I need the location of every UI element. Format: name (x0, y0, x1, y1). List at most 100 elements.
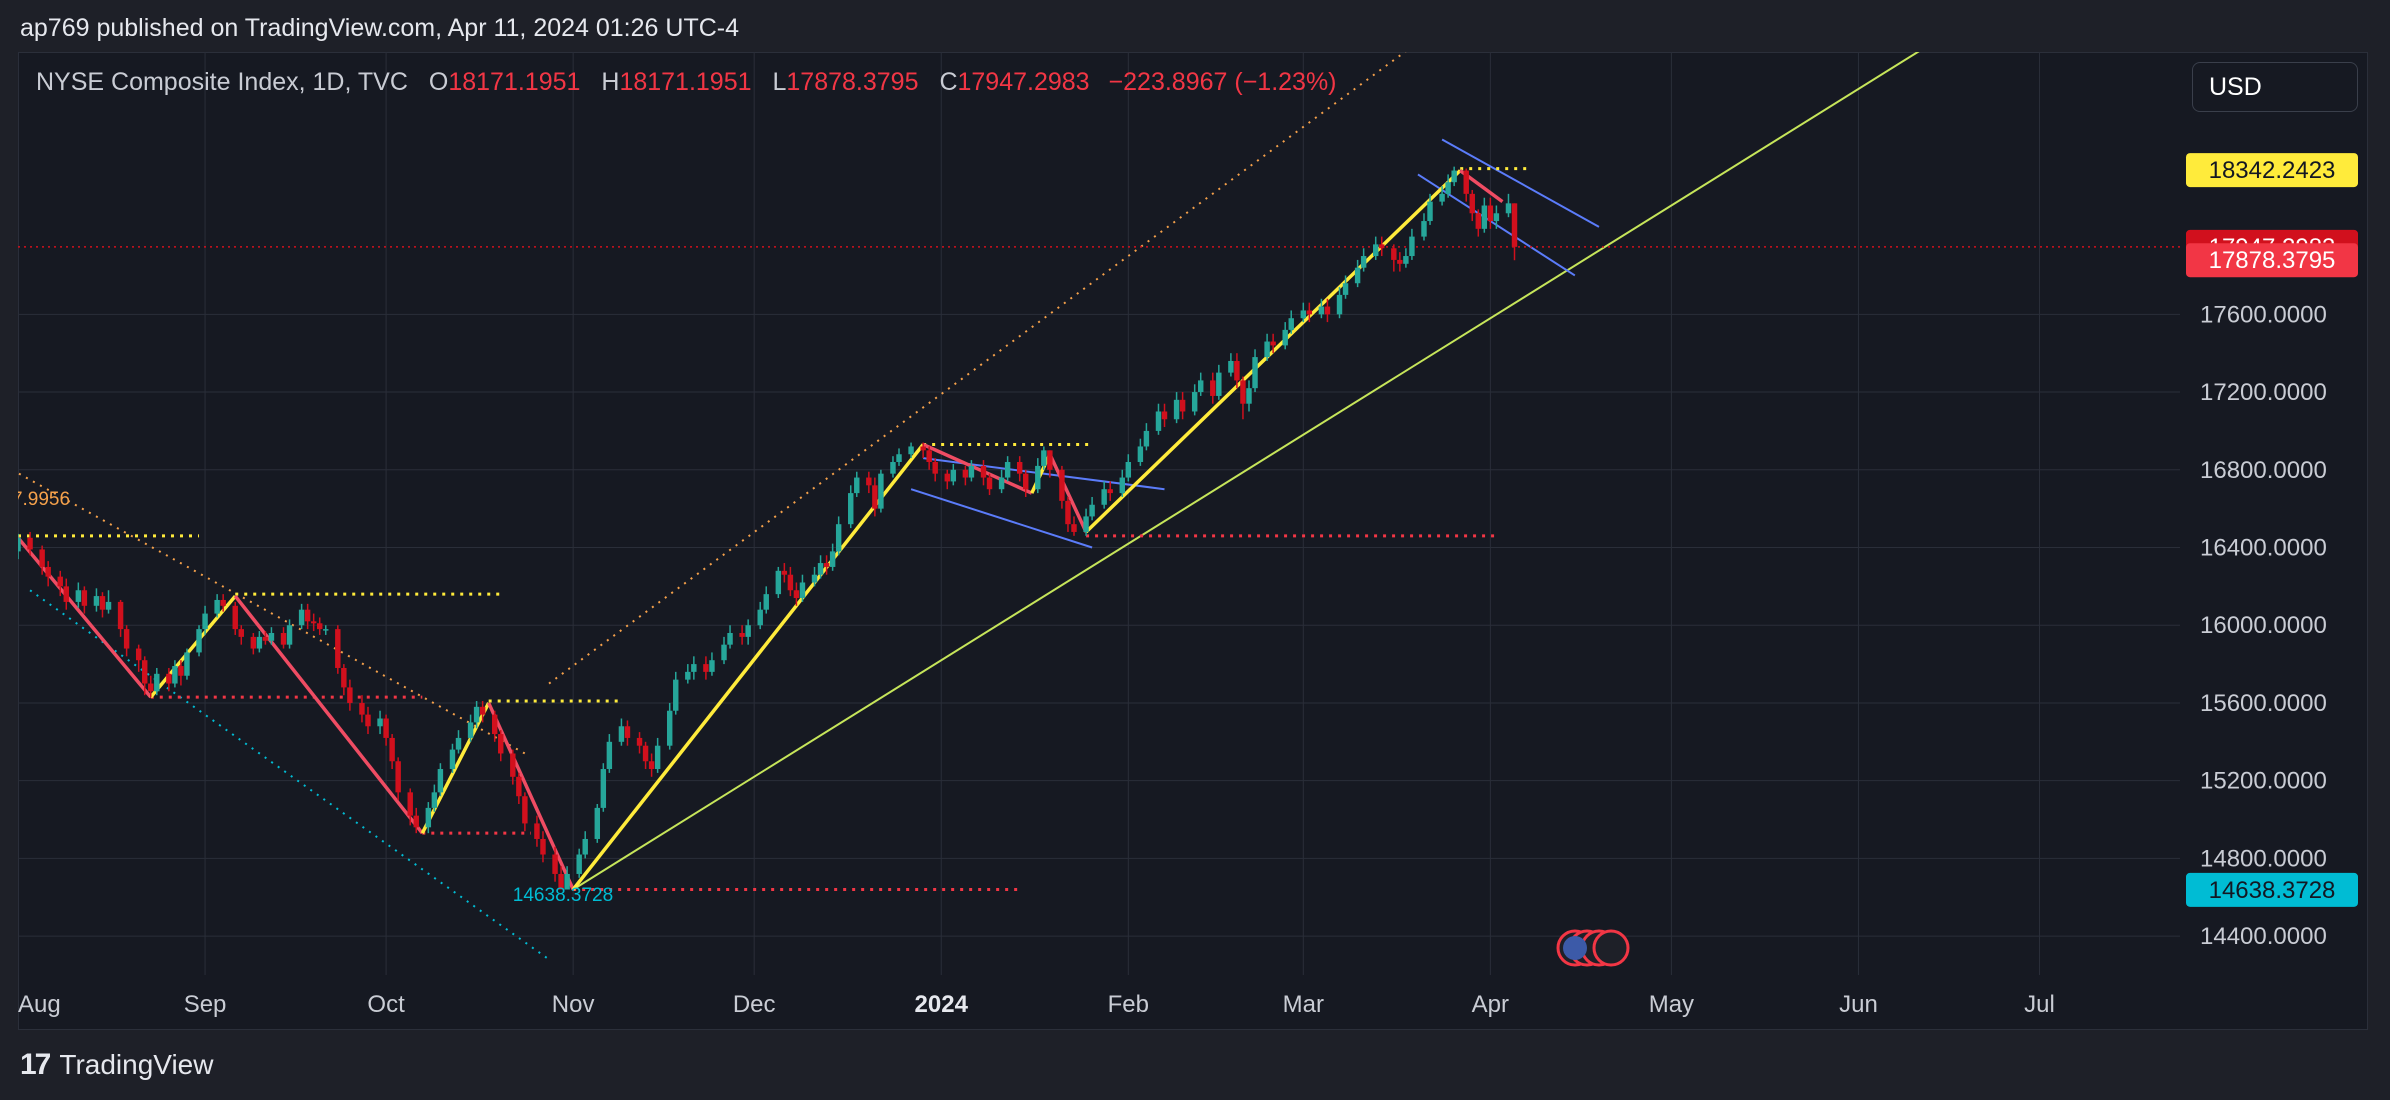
candle-body (455, 737, 462, 750)
candle-body (1475, 213, 1482, 229)
candle-body (63, 586, 69, 602)
candle-body (703, 664, 709, 672)
candle-body (594, 807, 601, 839)
candle-body (582, 838, 588, 855)
candle-body (298, 609, 305, 626)
us-flag-events-icon[interactable] (1556, 929, 1630, 967)
candle-body (510, 753, 516, 777)
footer-brand[interactable]: 17 TradingView (20, 1048, 213, 1082)
candle-body (148, 683, 154, 692)
candle-body (1379, 244, 1385, 249)
low-label: L (772, 68, 787, 96)
candle-body (498, 734, 504, 754)
candle-body (654, 745, 661, 770)
price-badge-label: 14638.3728 (2209, 877, 2336, 904)
candle-body (1089, 504, 1095, 517)
candle-body (920, 446, 926, 451)
candle-body (1421, 221, 1427, 237)
candle-body (123, 629, 130, 649)
candle-body (673, 679, 679, 711)
candle-body (310, 621, 317, 624)
candle-body (93, 596, 100, 606)
y-tick-label: 17600.0000 (2200, 301, 2327, 328)
candle-body (425, 807, 432, 828)
candle-body (866, 477, 872, 486)
candle-body (214, 599, 220, 614)
change-value: −223.8967 (−1.23%) (1108, 68, 1337, 96)
candle-body (268, 633, 275, 641)
header-published: ap769 published on TradingView.com, Apr … (20, 14, 739, 42)
zigzag-segment (149, 594, 237, 699)
candle-body (407, 792, 413, 816)
candle-body (522, 796, 528, 824)
ohlc-legend: NYSE Composite Index, 1D, TVC O18171.195… (36, 68, 1337, 97)
candle-body (1125, 462, 1132, 478)
chart-annotation: 14638.3728 (513, 885, 613, 906)
candle-body (968, 465, 975, 478)
candle-body (926, 450, 932, 463)
candle-body (835, 524, 842, 552)
candle-body (618, 726, 625, 742)
candle-body (1451, 170, 1457, 183)
candle-body (739, 633, 745, 637)
candle-body (666, 710, 673, 746)
open-label: O (428, 68, 449, 96)
candle-body (950, 469, 957, 482)
candle-body (1161, 411, 1168, 420)
candle-body (431, 792, 438, 808)
candle-body (280, 633, 287, 645)
candle-body (564, 873, 570, 890)
candle-body (1216, 372, 1222, 396)
candle-body (304, 609, 311, 622)
candle-body (335, 629, 341, 668)
price-badge (2186, 872, 2358, 907)
candle-body (576, 854, 582, 874)
tradingview-logo-icon: 17 (20, 1048, 51, 1081)
candle-body (1463, 170, 1469, 194)
x-tick-label: Nov (552, 991, 595, 1018)
candle-body (1264, 341, 1270, 358)
trendline-orange-dotted (548, 52, 1407, 685)
candle-body (250, 636, 257, 649)
chart-panel[interactable] (18, 52, 2368, 1030)
zigzag-segment (1030, 453, 1052, 494)
candle-body (1391, 248, 1397, 260)
candle-body (449, 749, 456, 770)
currency-selector[interactable]: USD (2192, 62, 2358, 112)
candle-body (1155, 411, 1162, 431)
candle-body (1143, 430, 1150, 447)
trendline-orange-dotted (18, 471, 526, 755)
candle-body (757, 609, 763, 626)
candle-body (811, 574, 818, 583)
candle-body (709, 660, 715, 672)
zigzag-segment (420, 702, 491, 834)
x-tick-label: Mar (1283, 991, 1324, 1018)
candle-body (648, 761, 655, 770)
brand-name: TradingView (59, 1049, 214, 1080)
price-chart[interactable]: 7.9956 14638.3728 17600.0000 17200.0000 1680… (0, 0, 2390, 1040)
candle-body (1137, 446, 1144, 463)
candle-body (1065, 500, 1071, 525)
candle-body (980, 465, 987, 478)
candle-body (799, 582, 806, 599)
candle-body (377, 718, 383, 727)
candle-body (727, 633, 733, 645)
candle-body (872, 485, 878, 509)
candle-body (606, 741, 613, 770)
candle-body (848, 493, 854, 525)
candle-body (944, 473, 950, 482)
channel-line-blue (910, 488, 1093, 549)
candle-body (1210, 380, 1216, 396)
candle-body (45, 566, 51, 577)
candle-body (479, 706, 486, 715)
candle-body (998, 477, 1005, 490)
candle-body (1119, 477, 1125, 494)
candle-body (1372, 244, 1379, 257)
y-tick-label: 14800.0000 (2200, 845, 2327, 872)
candle-body (491, 714, 498, 735)
candle-body (1481, 205, 1488, 229)
y-tick-label: 16400.0000 (2200, 535, 2327, 562)
y-tick-label: 15600.0000 (2200, 690, 2327, 717)
candle-body (1318, 306, 1325, 315)
chart-annotation: 7.9956 (12, 489, 70, 510)
